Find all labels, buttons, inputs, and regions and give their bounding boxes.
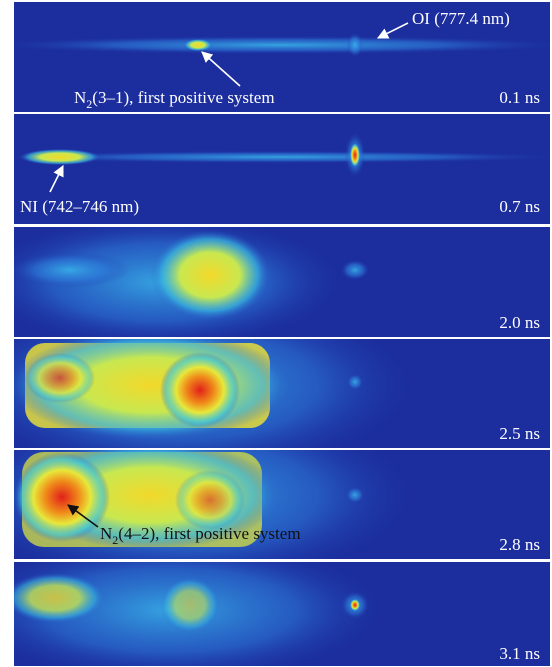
annotation-sub: 2 (86, 97, 92, 111)
time-label: 2.0 ns (499, 313, 540, 332)
panel (14, 562, 550, 666)
panel (14, 227, 550, 337)
time-label: 2.8 ns (499, 535, 540, 554)
time-label: 3.1 ns (499, 644, 540, 663)
arrow (49, 164, 64, 193)
annotation-part: N (74, 88, 86, 107)
annotation-part: (3–1), first positive system (92, 88, 274, 107)
time-label: 0.1 ns (499, 88, 540, 107)
panel (14, 450, 550, 559)
annotation: NI (742–746 nm) (20, 197, 139, 216)
time-label: 0.7 ns (499, 197, 540, 216)
annotation: OI (777.4 nm) (412, 9, 510, 28)
arrow (201, 51, 241, 87)
annotation-sub: 2 (112, 533, 118, 547)
annotation: N2(3–1), first positive system (74, 88, 275, 111)
panel (14, 114, 550, 224)
time-label: 2.5 ns (499, 424, 540, 443)
panel (14, 339, 550, 448)
arrow (67, 504, 99, 528)
arrow (376, 22, 409, 39)
annotation-part: (4–2), first positive system (118, 524, 300, 543)
annotation: N2(4–2), first positive system (100, 524, 301, 547)
annotation-part: N (100, 524, 112, 543)
panel (14, 2, 550, 112)
